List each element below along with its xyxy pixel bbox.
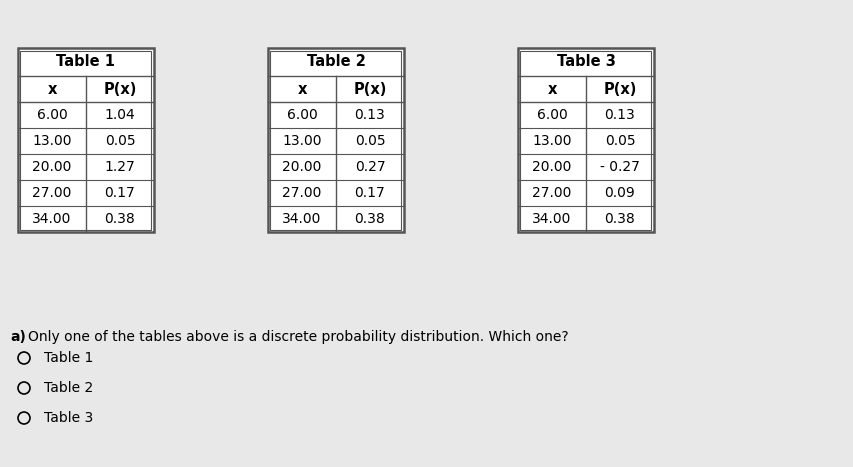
Text: 20.00: 20.00 <box>282 160 322 174</box>
Text: 0.17: 0.17 <box>105 186 136 200</box>
Text: 20.00: 20.00 <box>32 160 72 174</box>
Text: 6.00: 6.00 <box>536 108 566 122</box>
Text: 34.00: 34.00 <box>531 212 571 226</box>
Text: 0.17: 0.17 <box>354 186 385 200</box>
Text: 6.00: 6.00 <box>287 108 317 122</box>
Bar <box>270 50 401 229</box>
Text: 6.00: 6.00 <box>37 108 67 122</box>
Text: a): a) <box>10 330 26 344</box>
Text: 0.09: 0.09 <box>604 186 635 200</box>
Bar <box>20 50 151 229</box>
Bar <box>518 48 653 232</box>
Text: Table 1: Table 1 <box>44 351 93 365</box>
Text: Table 3: Table 3 <box>556 55 615 70</box>
Text: Table 2: Table 2 <box>44 381 93 395</box>
Text: x: x <box>47 82 56 97</box>
Text: 27.00: 27.00 <box>531 186 571 200</box>
Text: Table 3: Table 3 <box>44 411 93 425</box>
Text: 1.27: 1.27 <box>105 160 136 174</box>
Text: P(x): P(x) <box>103 82 136 97</box>
Text: 0.05: 0.05 <box>354 134 385 148</box>
Bar <box>268 48 403 232</box>
Bar <box>519 50 651 229</box>
Text: 13.00: 13.00 <box>531 134 571 148</box>
Text: 0.38: 0.38 <box>604 212 635 226</box>
Text: 34.00: 34.00 <box>32 212 72 226</box>
Text: 0.38: 0.38 <box>354 212 385 226</box>
Text: x: x <box>297 82 306 97</box>
Text: 1.04: 1.04 <box>105 108 136 122</box>
Text: 27.00: 27.00 <box>32 186 72 200</box>
Text: Table 2: Table 2 <box>306 55 365 70</box>
Text: 0.05: 0.05 <box>604 134 635 148</box>
Text: P(x): P(x) <box>353 82 386 97</box>
Text: 27.00: 27.00 <box>282 186 322 200</box>
Text: 0.05: 0.05 <box>105 134 135 148</box>
Text: 0.38: 0.38 <box>105 212 136 226</box>
Text: 13.00: 13.00 <box>282 134 322 148</box>
Text: 0.13: 0.13 <box>604 108 635 122</box>
Text: - 0.27: - 0.27 <box>600 160 639 174</box>
Text: x: x <box>547 82 556 97</box>
Text: 34.00: 34.00 <box>282 212 322 226</box>
Text: Only one of the tables above is a discrete probability distribution. Which one?: Only one of the tables above is a discre… <box>28 330 568 344</box>
Text: 0.27: 0.27 <box>354 160 385 174</box>
Text: 0.13: 0.13 <box>354 108 385 122</box>
Text: 20.00: 20.00 <box>531 160 571 174</box>
Text: P(x): P(x) <box>602 82 636 97</box>
Bar <box>18 48 154 232</box>
Text: 13.00: 13.00 <box>32 134 72 148</box>
Text: Table 1: Table 1 <box>56 55 115 70</box>
